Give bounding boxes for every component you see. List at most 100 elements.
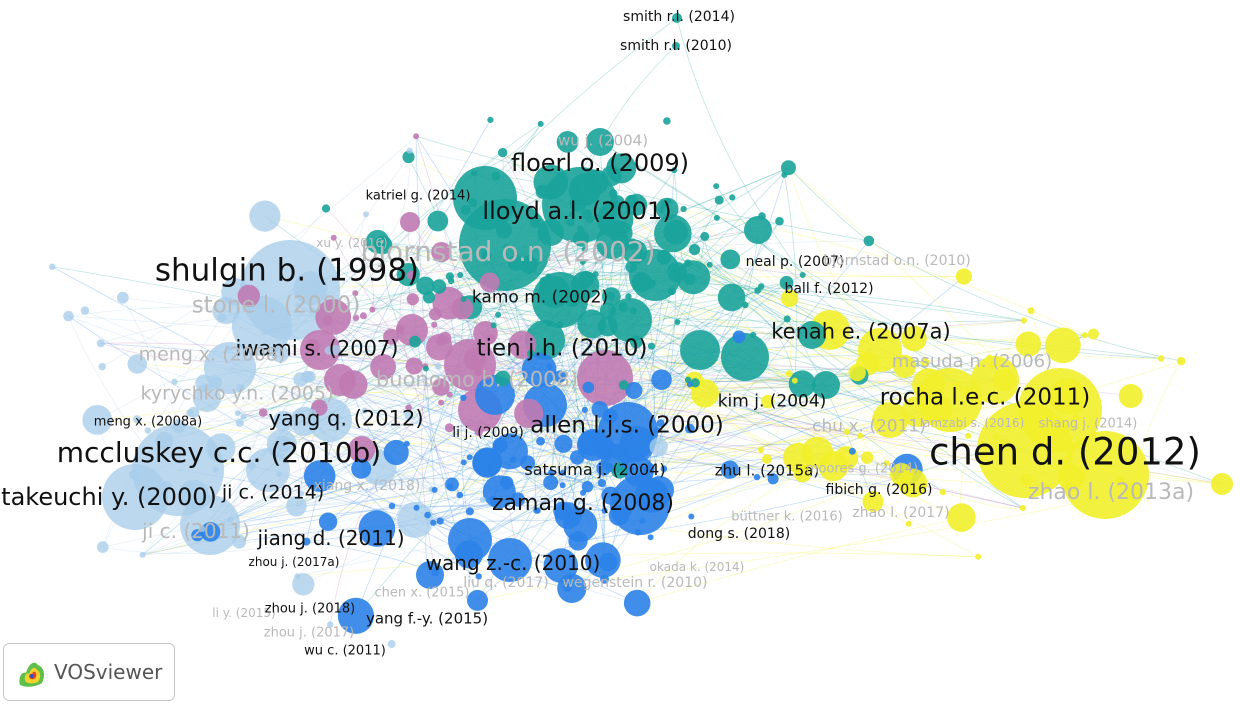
publication-node[interactable]: [294, 302, 301, 309]
publication-node[interactable]: [535, 184, 550, 199]
publication-node[interactable]: [373, 235, 393, 255]
publication-node[interactable]: [537, 120, 544, 127]
publication-node[interactable]: [80, 306, 90, 315]
publication-node[interactable]: [569, 194, 587, 212]
publication-node[interactable]: [1045, 327, 1081, 364]
publication-node[interactable]: [209, 376, 223, 389]
publication-node[interactable]: [453, 166, 517, 230]
node-label-allen-2000[interactable]: allen l.j.s. (2000): [530, 412, 724, 439]
publication-node[interactable]: [237, 284, 260, 308]
publication-node[interactable]: [200, 522, 221, 542]
publication-node[interactable]: [603, 463, 610, 470]
node-label-wegenstein-2010[interactable]: wegenstein r. (2010): [562, 575, 708, 591]
publication-node[interactable]: [416, 561, 444, 589]
publication-node[interactable]: [750, 331, 757, 338]
publication-node[interactable]: [860, 451, 874, 464]
publication-node[interactable]: [581, 246, 588, 253]
publication-node[interactable]: [396, 314, 428, 346]
publication-node[interactable]: [127, 354, 148, 374]
publication-node[interactable]: [471, 170, 477, 177]
publication-node[interactable]: [896, 477, 903, 484]
publication-node[interactable]: [212, 466, 219, 473]
publication-node[interactable]: [234, 410, 241, 417]
publication-node[interactable]: [431, 279, 447, 294]
publication-node[interactable]: [758, 446, 765, 453]
publication-node[interactable]: [1057, 463, 1085, 492]
publication-node[interactable]: [495, 222, 513, 239]
publication-node[interactable]: [563, 583, 572, 592]
publication-node[interactable]: [634, 529, 642, 536]
publication-node[interactable]: [554, 434, 573, 453]
publication-node[interactable]: [249, 200, 281, 232]
node-label-stone-2000[interactable]: stone l. (2000): [191, 292, 361, 319]
publication-node[interactable]: [690, 378, 700, 388]
publication-node[interactable]: [444, 423, 454, 433]
publication-node[interactable]: [460, 296, 467, 302]
publication-node[interactable]: [129, 469, 139, 480]
publication-node[interactable]: [467, 589, 488, 611]
publication-node[interactable]: [862, 491, 884, 512]
publication-node[interactable]: [348, 436, 376, 463]
publication-node[interactable]: [793, 465, 812, 483]
publication-node[interactable]: [273, 410, 294, 432]
publication-node[interactable]: [720, 460, 739, 479]
publication-node[interactable]: [556, 172, 563, 179]
publication-node[interactable]: [939, 488, 947, 496]
publication-node[interactable]: [649, 437, 668, 456]
publication-node[interactable]: [511, 492, 525, 507]
publication-node[interactable]: [646, 476, 674, 504]
publication-node[interactable]: [48, 263, 56, 271]
publication-node[interactable]: [275, 435, 292, 452]
publication-node[interactable]: [406, 293, 419, 306]
publication-node[interactable]: [318, 512, 338, 531]
publication-node[interactable]: [556, 131, 579, 153]
publication-node[interactable]: [474, 368, 483, 377]
publication-node[interactable]: [912, 368, 945, 402]
node-label-tien-2010[interactable]: tien j.h. (2010): [476, 335, 648, 362]
publication-node[interactable]: [276, 471, 283, 478]
publication-node[interactable]: [303, 460, 336, 492]
node-label-kamo-2002[interactable]: kamo m. (2002): [471, 287, 609, 308]
publication-node[interactable]: [436, 335, 446, 346]
node-label-kim-2004[interactable]: kim j. (2004): [717, 391, 827, 412]
node-label-xiang-2018[interactable]: xiang x. (2018): [313, 478, 421, 494]
publication-node[interactable]: [1068, 396, 1085, 413]
publication-node[interactable]: [799, 272, 806, 278]
node-label-li-2015[interactable]: li y. (2015): [212, 606, 276, 620]
node-label-neal-2007[interactable]: neal p. (2007): [745, 254, 845, 270]
publication-node[interactable]: [330, 344, 341, 356]
publication-node[interactable]: [1088, 328, 1099, 340]
publication-node[interactable]: [600, 444, 607, 451]
publication-node[interactable]: [261, 328, 268, 335]
publication-node[interactable]: [569, 299, 576, 306]
publication-node[interactable]: [576, 191, 583, 198]
publication-node[interactable]: [1000, 438, 1007, 445]
publication-node[interactable]: [191, 529, 204, 542]
publication-node[interactable]: [975, 397, 982, 404]
publication-node[interactable]: [623, 589, 651, 617]
publication-node[interactable]: [413, 133, 420, 140]
node-label-shulgin-1998[interactable]: shulgin b. (1998): [154, 252, 420, 289]
publication-node[interactable]: [581, 406, 589, 413]
publication-node[interactable]: [192, 383, 221, 413]
node-label-zhou-2018[interactable]: zhou j. (2018): [264, 601, 356, 617]
publication-node[interactable]: [270, 344, 290, 363]
publication-node[interactable]: [338, 370, 368, 399]
publication-node[interactable]: [656, 419, 665, 428]
publication-node[interactable]: [1064, 460, 1071, 468]
publication-node[interactable]: [554, 370, 567, 383]
node-label-bjornstad-2002[interactable]: bjornstad o.n. (2002): [360, 235, 656, 268]
publication-node[interactable]: [1072, 413, 1080, 421]
publication-nodes[interactable]: [48, 13, 1233, 648]
node-label-ball-2012[interactable]: ball f. (2012): [784, 281, 874, 297]
publication-node[interactable]: [905, 520, 912, 527]
publication-node[interactable]: [1057, 421, 1063, 428]
publication-node[interactable]: [286, 495, 307, 517]
publication-node[interactable]: [993, 433, 1000, 440]
publication-node[interactable]: [680, 330, 720, 370]
publication-node[interactable]: [647, 534, 654, 541]
publication-node[interactable]: [351, 458, 372, 479]
publication-node[interactable]: [986, 354, 993, 362]
publication-node[interactable]: [171, 419, 186, 434]
publication-node[interactable]: [674, 319, 681, 325]
